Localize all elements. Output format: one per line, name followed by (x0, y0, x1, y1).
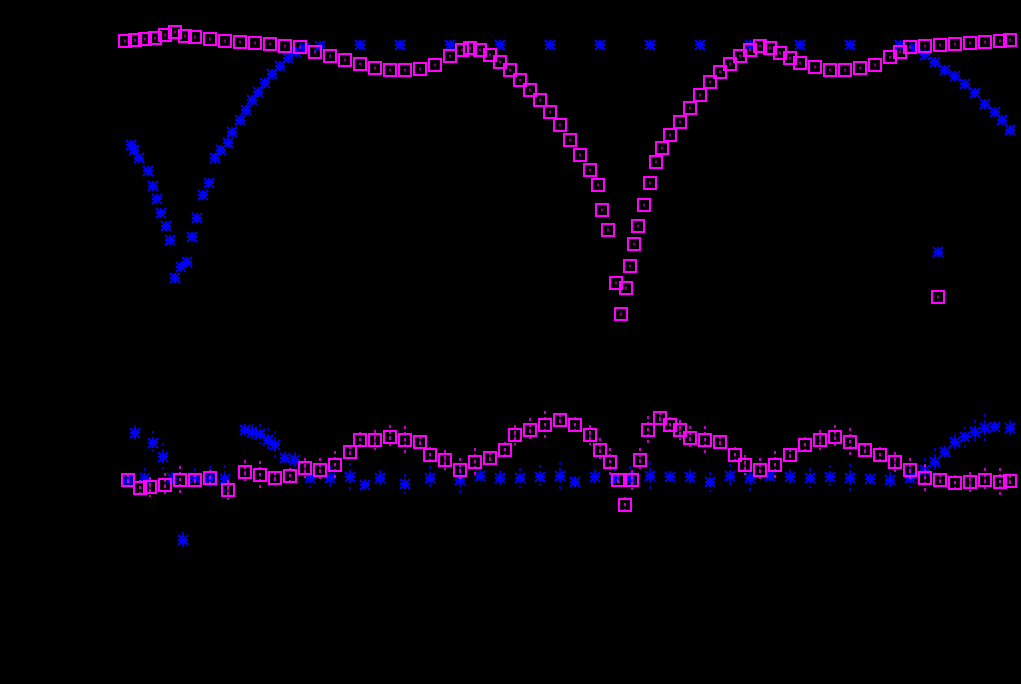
chart-background (0, 0, 1021, 684)
legend-marker-asterisk-icon (933, 247, 943, 257)
chart-canvas (0, 0, 1021, 684)
